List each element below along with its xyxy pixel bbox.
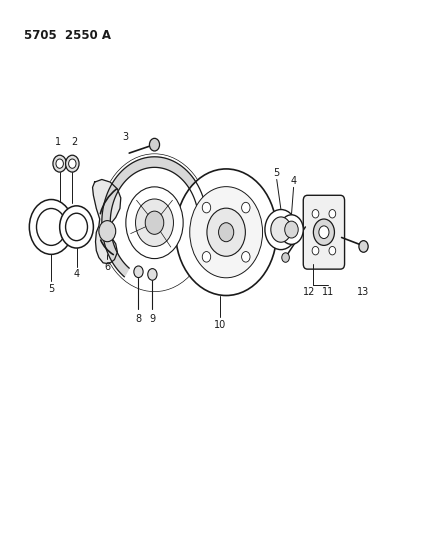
Circle shape — [145, 211, 164, 235]
Text: 5705  2550 A: 5705 2550 A — [24, 29, 111, 42]
Circle shape — [175, 169, 276, 295]
Text: 2: 2 — [71, 137, 78, 147]
Circle shape — [69, 159, 76, 168]
Circle shape — [311, 209, 318, 218]
Text: 11: 11 — [321, 287, 334, 297]
Circle shape — [207, 208, 245, 256]
Circle shape — [126, 187, 183, 259]
Circle shape — [284, 221, 297, 238]
Circle shape — [202, 252, 210, 262]
Text: 10: 10 — [213, 319, 225, 329]
Circle shape — [56, 159, 63, 168]
Polygon shape — [92, 180, 121, 264]
Circle shape — [202, 203, 210, 213]
Circle shape — [189, 187, 262, 278]
Text: 5: 5 — [273, 167, 279, 177]
Circle shape — [328, 209, 335, 218]
Circle shape — [135, 199, 173, 246]
Text: 13: 13 — [357, 287, 369, 297]
Circle shape — [100, 154, 209, 292]
Circle shape — [241, 252, 250, 262]
Circle shape — [241, 203, 250, 213]
Circle shape — [311, 246, 318, 255]
Circle shape — [328, 246, 335, 255]
Circle shape — [99, 221, 115, 241]
Text: 1: 1 — [55, 137, 60, 147]
Circle shape — [281, 253, 289, 262]
Text: 3: 3 — [122, 132, 128, 142]
Circle shape — [270, 217, 291, 242]
Circle shape — [149, 139, 159, 151]
Text: 8: 8 — [135, 314, 141, 324]
Text: 9: 9 — [149, 314, 155, 324]
Text: 12: 12 — [302, 287, 315, 297]
Circle shape — [66, 213, 87, 241]
Circle shape — [313, 219, 334, 245]
Circle shape — [100, 154, 209, 292]
Circle shape — [133, 266, 143, 278]
Circle shape — [218, 223, 233, 241]
Circle shape — [318, 226, 328, 239]
Circle shape — [358, 241, 367, 252]
Circle shape — [279, 215, 302, 244]
FancyBboxPatch shape — [302, 195, 344, 269]
Circle shape — [36, 208, 66, 245]
Circle shape — [264, 209, 296, 249]
Circle shape — [29, 199, 73, 254]
Text: 6: 6 — [104, 262, 110, 271]
Circle shape — [60, 206, 93, 248]
Circle shape — [66, 155, 79, 172]
Polygon shape — [101, 157, 207, 277]
Circle shape — [53, 155, 66, 172]
Text: 4: 4 — [290, 175, 296, 185]
Text: 4: 4 — [73, 269, 79, 279]
Circle shape — [147, 269, 157, 280]
Text: 5: 5 — [48, 284, 54, 294]
